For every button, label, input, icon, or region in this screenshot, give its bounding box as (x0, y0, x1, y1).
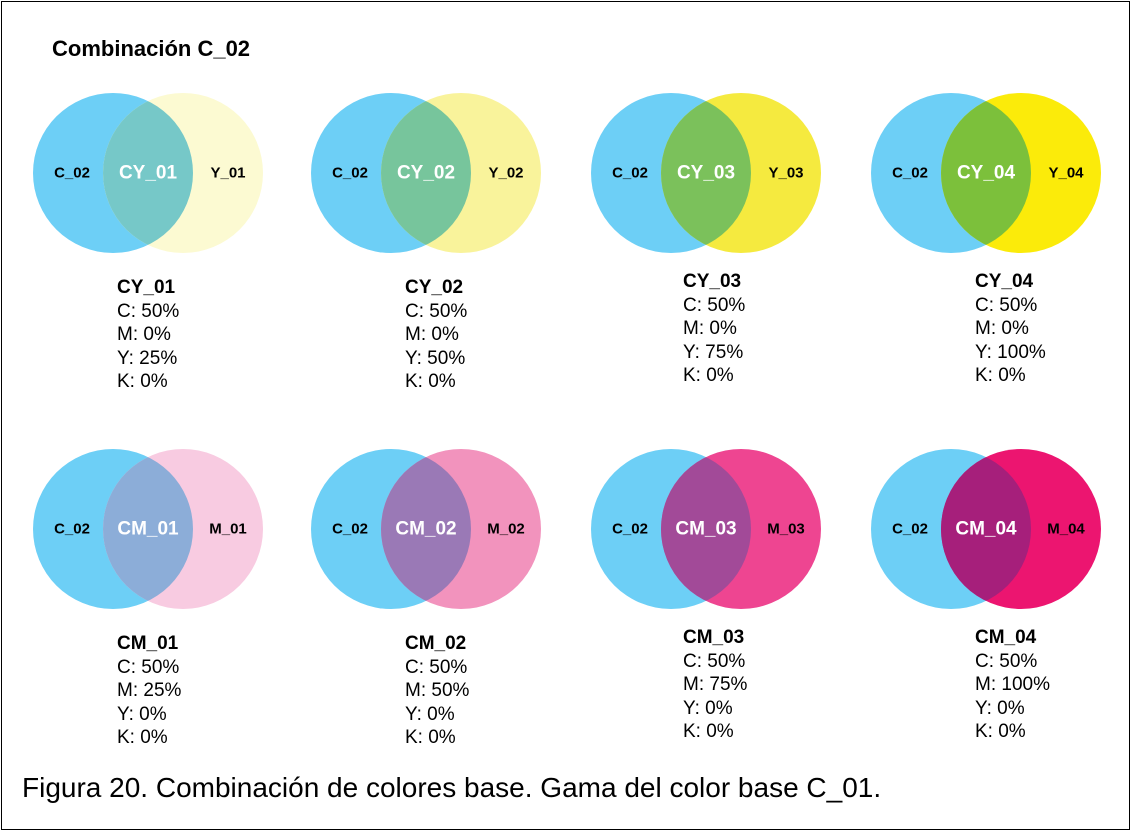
mix-label: CM_04 (955, 519, 1017, 540)
overlap-region (381, 93, 471, 253)
base-label: C_02 (54, 165, 90, 182)
value-y: Y: 25% (117, 347, 178, 369)
value-m: M: 25% (117, 680, 182, 701)
mix-label: CM_03 (675, 519, 736, 540)
venn-cy-04: C_02 CY_04 Y_04 (871, 93, 1101, 253)
venn-cy-01: C_02 CY_01 Y_01 (33, 93, 263, 253)
secondary-label: M_03 (767, 521, 805, 538)
mix-label: CM_02 (395, 519, 456, 540)
value-m: M: 0% (975, 318, 1029, 339)
overlap-region (941, 93, 1031, 253)
value-m: M: 50% (405, 680, 470, 701)
overlap-region (103, 93, 193, 253)
value-m: M: 0% (683, 318, 737, 339)
overlap-region (103, 449, 193, 609)
base-label: C_02 (54, 521, 90, 538)
value-c: C: 50% (405, 300, 468, 322)
value-y: Y: 0% (975, 697, 1025, 719)
secondary-label: M_01 (209, 521, 247, 538)
value-k: K: 0% (405, 371, 456, 392)
value-c: C: 50% (117, 300, 180, 322)
overlap-region (941, 449, 1031, 609)
secondary-label: M_02 (487, 521, 525, 538)
base-label: C_02 (332, 521, 368, 538)
base-label: C_02 (892, 521, 928, 538)
figure-caption: Figura 20. Combinación de colores base. … (22, 772, 882, 803)
value-k: K: 0% (683, 365, 734, 386)
mix-label: CY_04 (957, 163, 1016, 184)
base-label: C_02 (892, 165, 928, 182)
value-c: C: 50% (117, 656, 180, 678)
mix-name: CM_02 (405, 633, 467, 654)
cmyk-values: CM_02 C: 50% M: 50% Y: 0% K: 0% (405, 632, 469, 750)
value-k: K: 0% (405, 727, 456, 748)
venn-cm-02: C_02 CM_02 M_02 (311, 449, 541, 609)
cmyk-values: CY_01 C: 50% M: 0% Y: 25% K: 0% (117, 276, 179, 394)
value-m: M: 100% (975, 674, 1050, 695)
base-label: C_02 (612, 521, 648, 538)
venn-cy-02: C_02 CY_02 Y_02 (311, 93, 541, 253)
mix-label: CY_03 (677, 163, 735, 184)
value-c: C: 50% (683, 650, 746, 672)
cmyk-values: CY_03 C: 50% M: 0% Y: 75% K: 0% (683, 270, 745, 388)
value-y: Y: 0% (117, 703, 167, 725)
value-k: K: 0% (975, 721, 1026, 742)
mix-name: CM_03 (683, 627, 745, 648)
value-c: C: 50% (405, 656, 468, 678)
secondary-label: Y_03 (768, 165, 803, 182)
figure-heading: Combinación C_02 (52, 36, 251, 61)
venn-cm-04: C_02 CM_04 M_04 (871, 449, 1101, 609)
value-y: Y: 50% (405, 347, 466, 369)
overlap-region (661, 449, 751, 609)
secondary-label: Y_04 (1048, 165, 1084, 182)
mix-name: CY_01 (117, 277, 176, 298)
value-y: Y: 0% (683, 697, 733, 719)
cmyk-values: CM_03 C: 50% M: 75% Y: 0% K: 0% (683, 626, 747, 744)
mix-name: CY_03 (683, 271, 742, 292)
value-c: C: 50% (975, 294, 1038, 316)
secondary-label: M_04 (1047, 521, 1085, 538)
value-c: C: 50% (683, 294, 746, 316)
overlap-region (381, 449, 471, 609)
secondary-label: Y_02 (488, 165, 523, 182)
venn-cm-01: C_02 CM_01 M_01 (33, 449, 263, 609)
value-m: M: 0% (117, 324, 171, 345)
value-y: Y: 75% (683, 341, 744, 363)
value-y: Y: 0% (405, 703, 455, 725)
mix-name: CY_02 (405, 277, 464, 298)
venn-cm-03: C_02 CM_03 M_03 (591, 449, 821, 609)
cmyk-values: CY_02 C: 50% M: 0% Y: 50% K: 0% (405, 276, 467, 394)
value-k: K: 0% (975, 365, 1026, 386)
value-k: K: 0% (683, 721, 734, 742)
cmyk-values: CM_01 C: 50% M: 25% Y: 0% K: 0% (117, 632, 181, 750)
mix-label: CY_01 (119, 163, 178, 184)
value-c: C: 50% (975, 650, 1038, 672)
mix-name: CM_01 (117, 633, 179, 654)
venn-cy-03: C_02 CY_03 Y_03 (591, 93, 821, 253)
cmyk-values: CY_04 C: 50% M: 0% Y: 100% K: 0% (975, 270, 1046, 388)
secondary-label: Y_01 (210, 165, 245, 182)
overlap-region (661, 93, 751, 253)
mix-name: CY_04 (975, 271, 1034, 292)
mix-label: CM_01 (117, 519, 179, 540)
value-m: M: 75% (683, 674, 748, 695)
base-label: C_02 (612, 165, 648, 182)
value-y: Y: 100% (975, 341, 1046, 363)
mix-name: CM_04 (975, 627, 1037, 648)
base-label: C_02 (332, 165, 368, 182)
value-k: K: 0% (117, 371, 168, 392)
value-m: M: 0% (405, 324, 459, 345)
mix-label: CY_02 (397, 163, 455, 184)
cmyk-values: CM_04 C: 50% M: 100% Y: 0% K: 0% (975, 626, 1050, 744)
value-k: K: 0% (117, 727, 168, 748)
